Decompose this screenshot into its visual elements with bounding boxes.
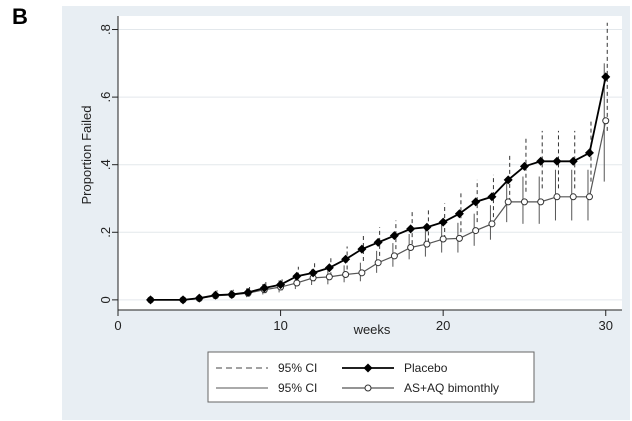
asaq-point xyxy=(455,234,463,242)
asaq-point xyxy=(439,235,447,243)
placebo-point xyxy=(454,209,464,219)
y-tick-label: 0 xyxy=(98,296,113,303)
asaq-point xyxy=(585,193,593,201)
placebo-point xyxy=(536,156,546,166)
x-tick-label: 20 xyxy=(436,318,450,333)
placebo-point xyxy=(471,197,481,207)
legend-asaq-marker xyxy=(364,384,372,392)
placebo-point xyxy=(341,254,351,264)
placebo-point xyxy=(519,161,529,171)
x-tick-label: 10 xyxy=(273,318,287,333)
asaq-point xyxy=(537,198,545,206)
legend-label: AS+AQ bimonthly xyxy=(404,381,499,395)
placebo-point xyxy=(487,192,497,202)
placebo-point xyxy=(178,295,188,305)
placebo-point xyxy=(308,268,318,278)
placebo-point xyxy=(373,237,383,247)
asaq-point xyxy=(602,117,610,125)
placebo-point xyxy=(438,217,448,227)
placebo-point xyxy=(422,222,432,232)
series-lines xyxy=(150,76,607,301)
asaq-point xyxy=(293,279,301,287)
asaq-point xyxy=(423,240,431,248)
y-axis-title: Proportion Failed xyxy=(79,106,94,205)
placebo-point xyxy=(357,244,367,254)
placebo-point xyxy=(584,148,594,158)
placebo-point xyxy=(243,287,253,297)
asaq-point xyxy=(569,193,577,201)
placebo-line xyxy=(150,76,607,301)
asaq-point xyxy=(488,220,496,228)
placebo-point xyxy=(503,175,513,185)
x-axis-title: weeks xyxy=(353,322,391,337)
asaq-point xyxy=(553,193,561,201)
legend-label: 95% CI xyxy=(278,381,317,395)
asaq-point xyxy=(358,269,366,277)
placebo-point xyxy=(552,156,562,166)
y-tick-label: .8 xyxy=(98,24,113,35)
x-tick-label: 30 xyxy=(599,318,613,333)
x-tick-label: 0 xyxy=(114,318,121,333)
placebo-point xyxy=(406,224,416,234)
placebo-point xyxy=(389,231,399,241)
legend: 95% CI Placebo 95% CI AS+AQ bimonthly xyxy=(207,351,535,403)
placebo-point xyxy=(292,271,302,281)
gridlines xyxy=(118,29,622,301)
y-tick-label: .2 xyxy=(98,227,113,238)
asaq-point xyxy=(520,198,528,206)
series-markers xyxy=(146,72,611,305)
asaq-point xyxy=(374,259,382,267)
placebo-point xyxy=(568,156,578,166)
panel-label: B xyxy=(12,4,28,29)
placebo-point xyxy=(276,280,286,290)
y-tick-label: .4 xyxy=(98,159,113,170)
asaq-point xyxy=(407,243,415,251)
legend-box xyxy=(207,351,535,403)
asaq-point xyxy=(472,227,480,235)
plot-area xyxy=(118,16,622,310)
axes: 0 .2 .4 .6 .8 0 10 20 30 xyxy=(98,16,622,333)
legend-label: 95% CI xyxy=(278,361,317,375)
legend-placebo-marker xyxy=(363,363,373,373)
placebo-point xyxy=(227,289,237,299)
y-tick-label: .6 xyxy=(98,92,113,103)
asaq-point xyxy=(325,273,333,281)
placebo-point xyxy=(259,283,269,293)
placebo-point xyxy=(211,290,221,300)
placebo-point xyxy=(324,263,334,273)
asaq-point xyxy=(504,198,512,206)
placebo-point xyxy=(146,295,156,305)
legend-label: Placebo xyxy=(404,361,448,375)
asaq-point xyxy=(390,252,398,260)
placebo-point xyxy=(194,293,204,303)
placebo-point xyxy=(601,72,611,82)
asaq-point xyxy=(342,271,350,279)
